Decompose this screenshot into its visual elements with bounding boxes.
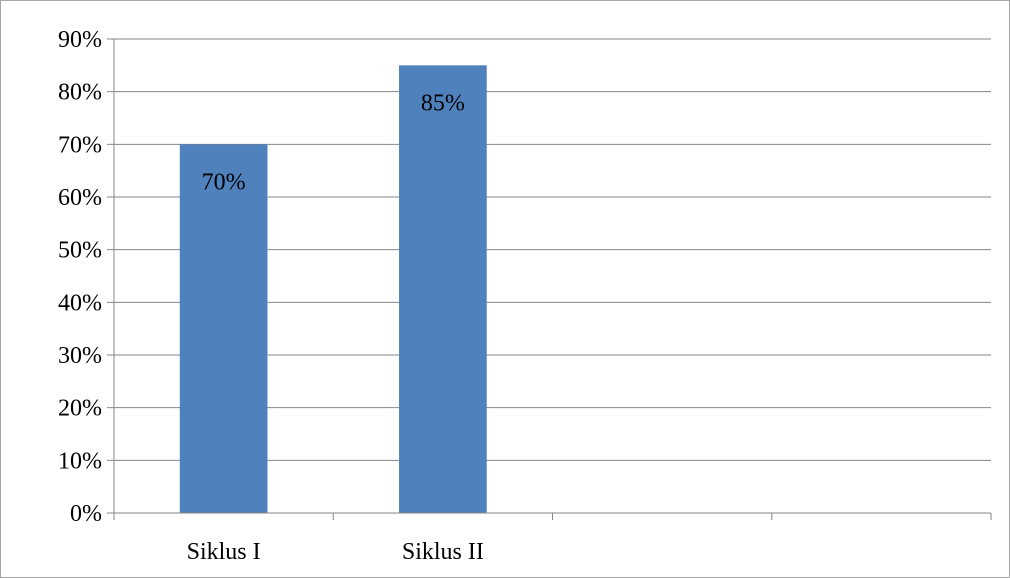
bar-1: [179, 144, 268, 514]
bars: [179, 65, 487, 514]
y-tick-label: 30%: [58, 343, 102, 369]
x-category-label-2: Siklus II: [402, 539, 484, 565]
x-category-label-1: Siklus I: [187, 539, 261, 565]
axes: [107, 38, 992, 520]
y-tick-label: 10%: [58, 448, 102, 474]
y-tick-label: 20%: [58, 396, 102, 422]
y-tick-label: 40%: [58, 290, 102, 316]
y-tick-label: 70%: [58, 132, 102, 158]
y-tick-label: 90%: [58, 27, 102, 53]
y-tick-labels: 0% 10% 20% 30% 40% 50% 60% 70% 80% 90%: [58, 27, 102, 527]
x-category-labels: Siklus I Siklus II: [187, 539, 484, 565]
y-tick-label: 0%: [70, 501, 102, 527]
data-labels: 70% 85%: [202, 90, 465, 195]
y-tick-label: 80%: [58, 80, 102, 106]
data-label-2: 85%: [421, 90, 465, 116]
y-tick-label: 60%: [58, 185, 102, 211]
bar-2: [399, 65, 487, 513]
y-tick-label: 50%: [58, 238, 102, 264]
data-label-1: 70%: [202, 169, 246, 195]
